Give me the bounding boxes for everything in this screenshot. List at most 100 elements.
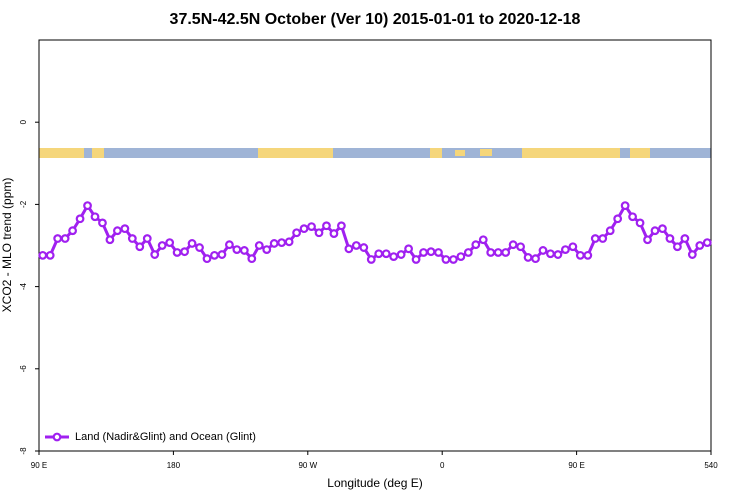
point <box>53 234 63 243</box>
point <box>374 249 384 259</box>
point <box>68 226 77 236</box>
point <box>478 235 488 245</box>
point <box>120 224 130 234</box>
point <box>247 254 257 264</box>
point <box>344 244 354 254</box>
point <box>292 228 302 238</box>
point <box>546 249 555 259</box>
point <box>38 250 48 260</box>
y-tick-label: 0 <box>19 119 28 124</box>
point <box>322 221 331 231</box>
point <box>643 235 652 245</box>
point <box>635 218 645 228</box>
point <box>277 238 287 248</box>
y-tick-label: -4 <box>19 282 28 290</box>
point <box>105 235 115 245</box>
point <box>471 240 481 250</box>
point <box>112 226 122 236</box>
point <box>75 214 85 224</box>
point <box>493 248 503 257</box>
x-tick-label: 90 E <box>568 461 584 470</box>
x-tick-label: 90 W <box>298 461 317 470</box>
point <box>172 248 182 257</box>
point <box>396 250 406 259</box>
point <box>299 224 309 234</box>
point <box>351 241 361 250</box>
plot-frame <box>38 39 712 452</box>
point <box>210 250 219 260</box>
point <box>575 250 585 260</box>
point <box>673 242 682 252</box>
point <box>553 250 563 259</box>
point <box>411 255 421 264</box>
point <box>284 237 294 247</box>
point <box>150 250 160 259</box>
point <box>45 250 55 260</box>
x-tick-label: 90 E <box>31 461 47 470</box>
point <box>180 247 190 257</box>
point <box>628 212 637 222</box>
point <box>314 228 324 238</box>
point <box>98 218 107 228</box>
point <box>195 243 204 252</box>
x-tick-label: 180 <box>167 461 181 470</box>
point <box>202 254 212 264</box>
x-axis-label: Longitude (deg E) <box>327 476 422 490</box>
point <box>620 201 630 211</box>
point <box>217 250 227 259</box>
point <box>658 224 667 234</box>
point <box>531 254 540 264</box>
point <box>449 255 458 264</box>
point <box>516 242 525 252</box>
y-tick-label: -6 <box>19 365 28 373</box>
point <box>419 248 428 257</box>
point <box>366 255 376 264</box>
point <box>359 243 369 252</box>
point <box>605 226 615 236</box>
point <box>337 221 346 231</box>
point <box>262 245 272 255</box>
point <box>441 255 451 264</box>
x-tick-label: 540 <box>704 461 718 470</box>
point <box>538 246 548 255</box>
point <box>60 234 70 243</box>
legend-label: Land (Nadir&Glint) and Ocean (Glint) <box>75 431 256 443</box>
point <box>463 248 473 257</box>
point <box>187 239 197 248</box>
point <box>501 248 511 257</box>
y-axis-label: XCO2 - MLO trend (ppm) <box>0 178 14 313</box>
chart-title: 37.5N-42.5N October (Ver 10) 2015-01-01 … <box>170 11 581 28</box>
y-tick-label: -8 <box>19 447 28 455</box>
point <box>583 250 593 260</box>
point <box>695 241 705 250</box>
point <box>224 240 234 250</box>
point <box>486 248 496 257</box>
point <box>389 252 399 261</box>
point <box>135 242 145 252</box>
point <box>665 234 675 243</box>
point <box>329 229 339 238</box>
point <box>687 250 697 259</box>
point <box>598 234 608 243</box>
point <box>165 238 175 248</box>
point <box>381 249 391 259</box>
point <box>269 239 279 248</box>
point <box>456 252 466 261</box>
x-tick-label: 0 <box>440 461 445 470</box>
point <box>561 245 570 255</box>
point <box>613 214 623 224</box>
point <box>83 201 92 211</box>
point <box>523 253 533 262</box>
point <box>590 234 600 243</box>
point <box>702 238 712 248</box>
point <box>232 245 242 255</box>
point <box>127 234 137 243</box>
point <box>650 226 660 236</box>
point <box>239 246 249 255</box>
point <box>568 242 578 252</box>
point <box>508 240 518 250</box>
map-strip <box>39 148 711 158</box>
point <box>142 234 152 243</box>
point <box>157 241 167 250</box>
